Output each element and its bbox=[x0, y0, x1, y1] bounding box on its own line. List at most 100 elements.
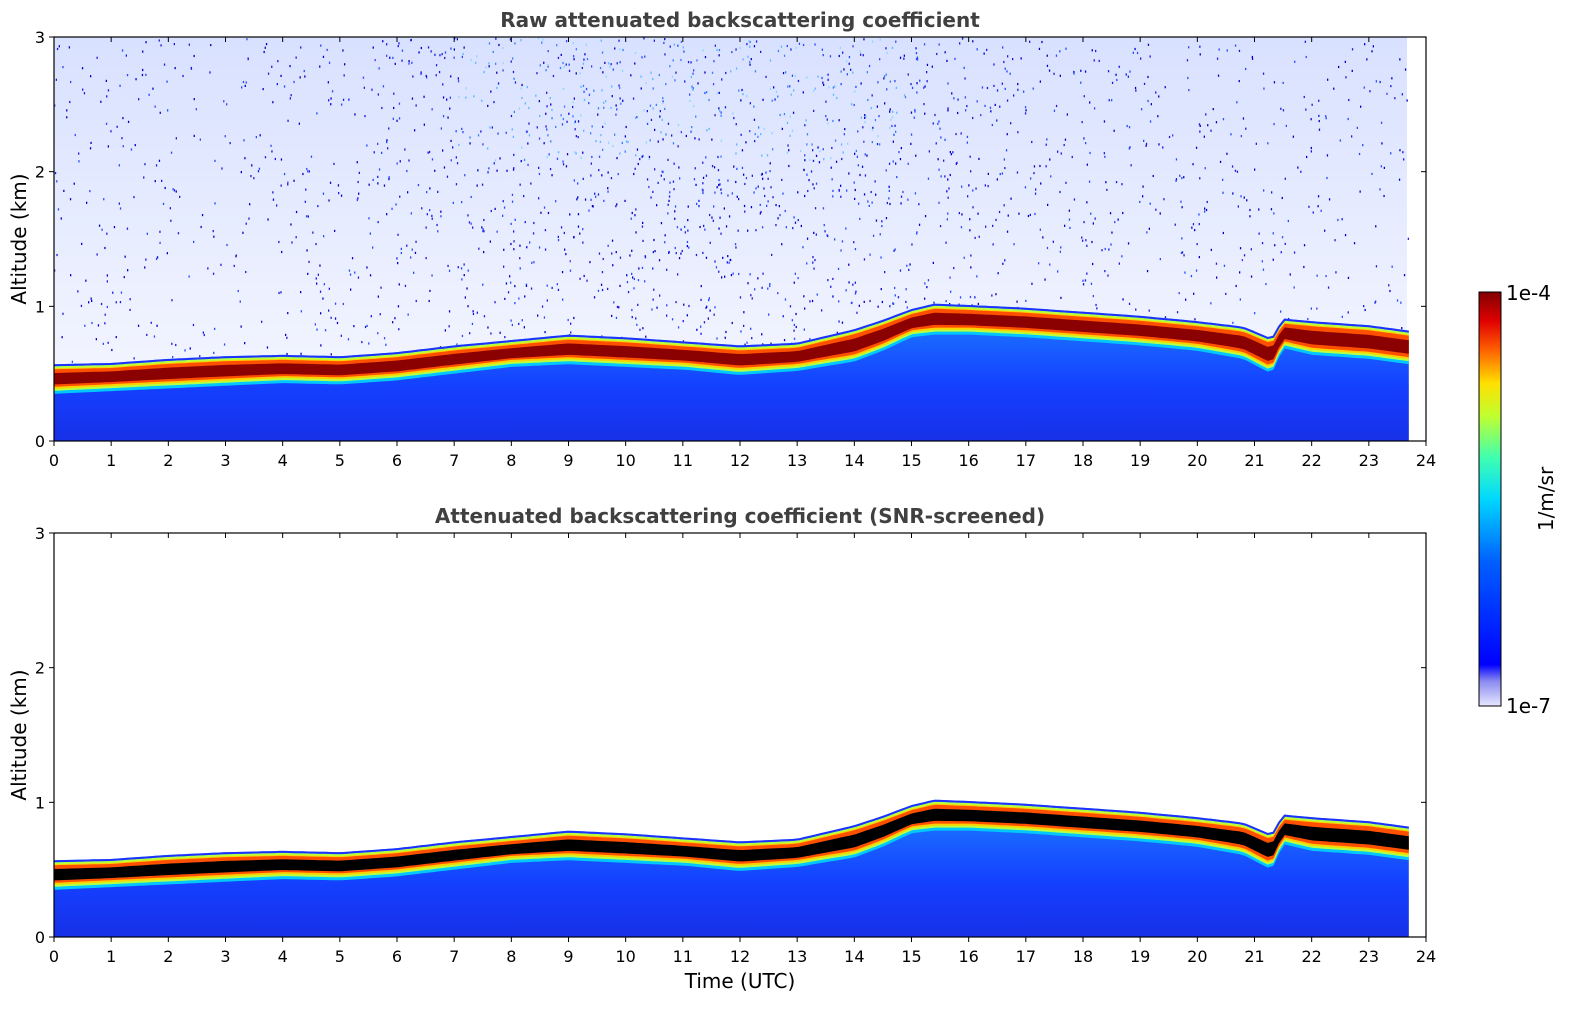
noise-speck bbox=[496, 71, 498, 74]
noise-speck bbox=[744, 210, 746, 213]
noise-speck bbox=[431, 214, 433, 217]
noise-speck bbox=[129, 308, 131, 311]
noise-speck bbox=[1210, 129, 1212, 132]
noise-speck bbox=[482, 230, 484, 233]
noise-speck bbox=[677, 145, 679, 148]
x-tick-label: 3 bbox=[220, 451, 230, 470]
noise-speck bbox=[949, 276, 951, 279]
noise-speck bbox=[762, 177, 764, 180]
noise-speck bbox=[719, 110, 721, 113]
noise-speck bbox=[1206, 200, 1208, 204]
noise-speck bbox=[574, 121, 576, 124]
noise-speck bbox=[56, 253, 58, 257]
noise-speck bbox=[885, 217, 888, 220]
noise-speck bbox=[494, 207, 496, 210]
noise-speck bbox=[960, 226, 963, 229]
noise-speck bbox=[506, 169, 508, 172]
noise-speck bbox=[649, 139, 651, 142]
noise-speck bbox=[348, 98, 350, 101]
noise-speck bbox=[521, 96, 523, 100]
noise-speck bbox=[769, 87, 772, 90]
noise-speck bbox=[874, 180, 876, 183]
noise-speck bbox=[686, 240, 689, 244]
noise-speck bbox=[797, 219, 799, 222]
noise-speck bbox=[1086, 163, 1088, 166]
noise-speck bbox=[1236, 101, 1238, 104]
panel-raw: Raw attenuated backscattering coefficien… bbox=[7, 8, 1436, 470]
noise-speck bbox=[415, 104, 417, 107]
noise-speck bbox=[1381, 142, 1383, 145]
noise-speck bbox=[805, 119, 807, 122]
x-tick-label: 19 bbox=[1130, 947, 1150, 966]
noise-speck bbox=[749, 40, 751, 44]
noise-speck bbox=[946, 190, 948, 193]
noise-speck bbox=[790, 93, 792, 96]
noise-speck bbox=[751, 337, 753, 340]
noise-speck bbox=[894, 80, 896, 83]
noise-speck bbox=[106, 232, 108, 235]
noise-speck bbox=[946, 59, 948, 62]
noise-speck bbox=[429, 289, 431, 292]
noise-speck bbox=[574, 120, 576, 123]
noise-speck bbox=[815, 233, 817, 236]
noise-speck bbox=[85, 279, 87, 282]
noise-speck bbox=[1215, 121, 1218, 124]
noise-speck bbox=[629, 254, 631, 257]
noise-speck bbox=[616, 203, 618, 206]
noise-speck bbox=[1344, 234, 1347, 237]
noise-speck bbox=[1232, 321, 1234, 324]
noise-speck bbox=[598, 155, 601, 158]
noise-speck bbox=[709, 213, 711, 217]
noise-speck bbox=[1337, 218, 1339, 222]
noise-speck bbox=[750, 294, 752, 297]
noise-speck bbox=[306, 167, 308, 171]
noise-speck bbox=[910, 83, 912, 86]
noise-speck bbox=[90, 141, 92, 144]
noise-speck bbox=[557, 288, 560, 291]
noise-speck bbox=[322, 55, 325, 58]
noise-speck bbox=[940, 175, 942, 178]
noise-speck bbox=[1082, 279, 1084, 282]
noise-speck bbox=[521, 83, 523, 87]
noise-speck bbox=[715, 266, 718, 269]
noise-speck bbox=[69, 100, 71, 104]
noise-speck bbox=[1073, 70, 1075, 74]
noise-speck bbox=[597, 107, 600, 110]
noise-speck bbox=[407, 313, 409, 316]
noise-speck bbox=[900, 195, 903, 198]
noise-speck bbox=[724, 336, 726, 339]
noise-speck bbox=[133, 196, 135, 199]
noise-speck bbox=[743, 204, 746, 208]
noise-speck bbox=[1065, 181, 1067, 184]
noise-speck bbox=[1046, 54, 1048, 57]
noise-speck bbox=[248, 217, 250, 220]
noise-speck bbox=[1255, 142, 1257, 145]
noise-speck bbox=[790, 48, 792, 51]
noise-speck bbox=[126, 227, 129, 230]
noise-speck bbox=[1292, 135, 1294, 138]
noise-speck bbox=[257, 170, 260, 173]
noise-speck bbox=[969, 218, 971, 221]
noise-speck bbox=[427, 46, 430, 49]
noise-speck bbox=[259, 134, 261, 137]
noise-speck bbox=[472, 312, 475, 316]
noise-speck bbox=[411, 248, 413, 251]
noise-speck bbox=[635, 231, 637, 234]
noise-speck bbox=[943, 159, 945, 162]
noise-speck bbox=[1254, 312, 1256, 315]
noise-speck bbox=[545, 112, 547, 115]
noise-speck bbox=[470, 195, 472, 199]
noise-speck bbox=[1108, 248, 1110, 251]
noise-speck bbox=[834, 85, 836, 88]
noise-speck bbox=[408, 62, 410, 65]
noise-speck bbox=[658, 73, 660, 77]
noise-speck bbox=[545, 69, 547, 72]
noise-speck bbox=[680, 58, 682, 62]
x-tick-label: 4 bbox=[278, 947, 288, 966]
noise-speck bbox=[940, 136, 942, 139]
noise-speck bbox=[169, 207, 171, 210]
noise-speck bbox=[431, 274, 433, 277]
noise-speck bbox=[240, 325, 242, 328]
noise-speck bbox=[1222, 118, 1225, 121]
noise-speck bbox=[981, 86, 984, 89]
